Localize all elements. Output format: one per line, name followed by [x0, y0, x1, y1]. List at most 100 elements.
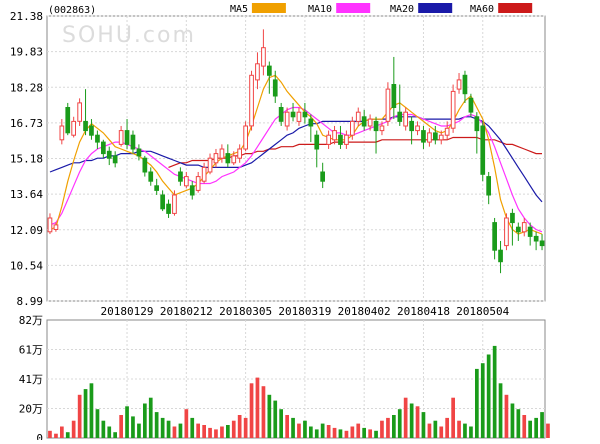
candle-body	[533, 235, 539, 242]
candle	[101, 139, 106, 159]
axis-ticks: 21.38 19.83 18.28 16.73 15.18 13.64 12.09 10.54…	[10, 10, 510, 444]
date-tick-label: 20180504	[456, 305, 509, 318]
candle-body	[367, 118, 373, 127]
candle	[521, 217, 527, 237]
volume-bar	[166, 420, 171, 438]
price-tick-label: 10.54	[10, 259, 43, 272]
candle-body	[207, 157, 213, 173]
candle-body	[118, 130, 124, 145]
candle	[355, 107, 361, 126]
candle-body	[510, 212, 515, 224]
candle	[450, 84, 456, 133]
candle	[106, 146, 112, 166]
candle-body	[504, 217, 509, 247]
date-tick-label: 20180129	[101, 305, 154, 318]
legend: MA5 MA10 MA20 MA60	[230, 3, 533, 15]
price-tick-label: 16.73	[10, 117, 43, 130]
candle	[189, 181, 195, 200]
volume-bar	[427, 423, 432, 438]
legend-label: MA10	[308, 4, 332, 15]
candle-body	[521, 222, 527, 233]
candle	[249, 70, 254, 131]
candle-body	[332, 130, 337, 141]
candle	[350, 116, 355, 140]
candle-body	[261, 47, 266, 67]
volume-bar	[137, 423, 141, 438]
volume-bar	[237, 415, 242, 438]
candle	[47, 213, 53, 235]
volume-bar	[397, 409, 402, 438]
candle-body	[480, 125, 486, 175]
volume-bar	[362, 427, 366, 438]
volume-bar	[344, 430, 349, 438]
volume-bar	[451, 397, 455, 438]
volume-bar	[403, 397, 408, 438]
candle	[267, 61, 272, 94]
candle	[516, 222, 521, 241]
candle-body	[184, 176, 189, 187]
volume-bar	[415, 406, 420, 438]
volume-bar	[54, 433, 58, 438]
legend-label: MA5	[230, 4, 248, 15]
volume-bar	[95, 409, 100, 438]
candle-body	[344, 134, 349, 145]
candle-body	[71, 120, 77, 136]
ma5-line	[49, 74, 543, 235]
candle-body	[308, 118, 314, 127]
volume-bar	[338, 429, 343, 438]
candle-body	[106, 150, 112, 159]
candle-body	[468, 97, 474, 113]
candle	[314, 130, 320, 168]
volume-bar	[356, 423, 361, 438]
volume-bar	[226, 425, 230, 438]
candle	[438, 130, 444, 145]
candle-body	[296, 111, 302, 122]
volume-bar	[480, 363, 485, 438]
date-tick-label: 20180418	[397, 305, 450, 318]
candle	[409, 116, 414, 145]
candle-body	[492, 222, 497, 251]
candle-body	[302, 111, 308, 118]
volume-bar	[386, 417, 390, 438]
volume-bar	[504, 394, 509, 438]
candle	[403, 107, 408, 131]
candle	[533, 231, 539, 251]
candle-body	[450, 90, 456, 129]
candle-body	[77, 102, 83, 122]
volume-bar	[457, 420, 461, 438]
candle-body	[225, 153, 231, 164]
candle	[261, 29, 266, 76]
volume-bar	[279, 409, 283, 438]
moving-average-lines	[49, 74, 543, 235]
volume-bar	[326, 425, 331, 438]
price-tick-label: 12.09	[10, 224, 43, 237]
volume-bar	[392, 415, 396, 438]
candle	[373, 116, 379, 154]
stock-code: (002863)	[48, 5, 96, 16]
ma60-line	[168, 136, 542, 168]
candle-body	[486, 176, 491, 196]
volume-bar	[255, 377, 260, 438]
volume-tick-label: 20万	[19, 403, 43, 416]
candle-body	[284, 111, 290, 127]
candle-body	[219, 148, 225, 159]
volume-bar	[178, 423, 183, 438]
candle	[474, 112, 480, 154]
volume-bar	[273, 400, 278, 438]
volume-bar	[540, 412, 544, 438]
price-tick-label: 13.64	[10, 188, 43, 201]
candle-body	[498, 249, 503, 263]
price-tick-label: 21.38	[10, 10, 43, 23]
volume-bar	[368, 429, 372, 438]
candle-body	[195, 176, 201, 191]
candle	[278, 102, 284, 126]
candle	[361, 109, 367, 131]
candle	[142, 155, 148, 177]
candle	[468, 93, 474, 117]
candle	[160, 190, 166, 212]
candle-body	[462, 74, 468, 95]
candle	[456, 73, 462, 94]
candle	[59, 119, 65, 145]
candle-body	[456, 79, 462, 90]
candle-body	[172, 194, 177, 214]
